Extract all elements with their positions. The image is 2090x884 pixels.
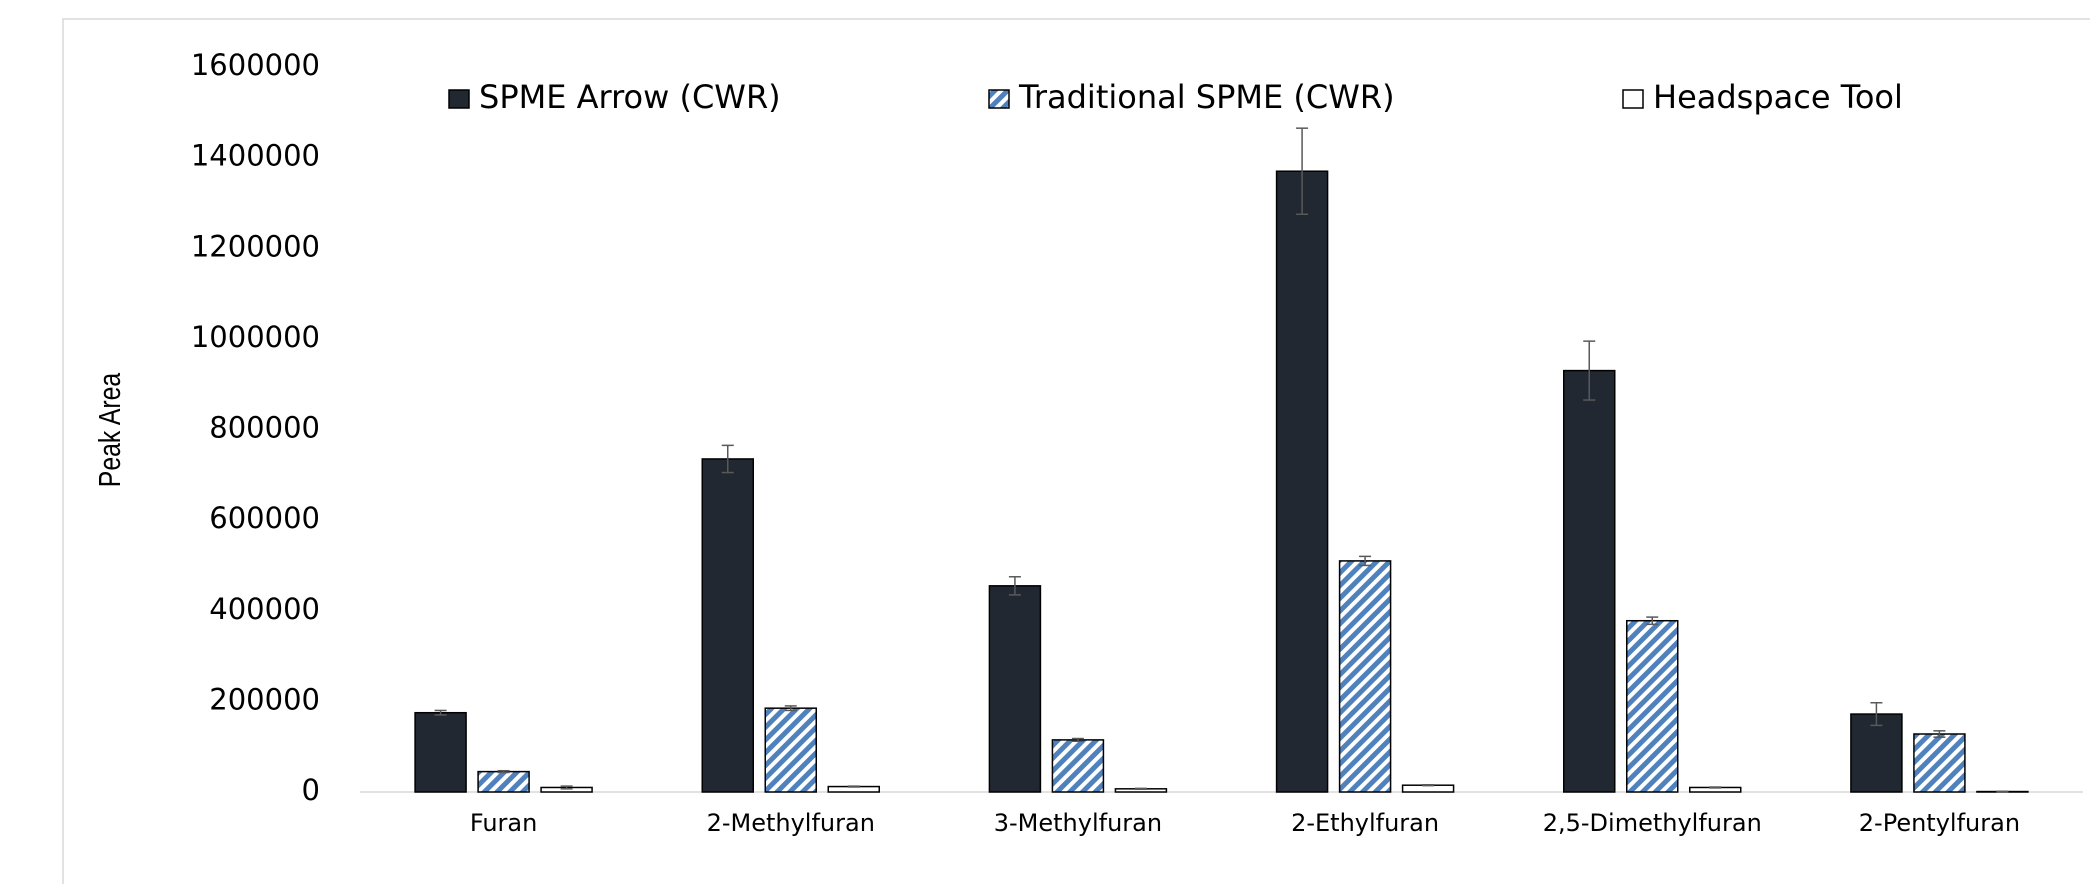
legend-label: SPME Arrow (CWR) [479,78,781,116]
x-tick-label: 2-Pentylfuran [1859,809,2020,837]
legend-label: Headspace Tool [1653,78,1903,116]
x-tick-label: 2-Methylfuran [707,809,875,837]
error-bar [847,785,860,788]
y-tick-label: 1600000 [191,48,320,82]
legend-swatch [448,89,470,109]
error-bar [1870,701,1883,727]
legend-label: Traditional SPME (CWR) [1018,78,1395,116]
bar [701,458,754,793]
error-bar [1071,737,1084,742]
y-tick-label: 1200000 [191,229,320,263]
bar [764,707,817,793]
bar [1913,733,1966,793]
error-bar [721,444,734,474]
bar [1051,739,1105,793]
error-bar [1709,786,1722,789]
chart-frame [62,18,2090,884]
legend-swatch [1622,89,1644,109]
error-bar [434,709,447,716]
y-tick-label: 0 [302,773,320,807]
bar [414,711,467,793]
error-bar [497,769,510,774]
bar [1275,170,1329,793]
x-tick-label: 2-Ethylfuran [1291,809,1439,837]
error-bar [1933,730,1946,738]
y-tick-label: 400000 [209,592,320,626]
x-tick-label: 2,5-Dimethylfuran [1543,809,1762,837]
error-bar [1296,127,1309,216]
legend-swatch [988,89,1010,109]
y-tick-label: 200000 [209,682,320,716]
bar [1338,560,1392,793]
error-bar [1422,784,1435,787]
bar [1563,369,1616,793]
bar [988,585,1042,793]
error-bar [1646,616,1659,626]
y-tick-label: 600000 [209,501,320,535]
error-bar [1583,340,1596,401]
error-bar [1359,555,1372,567]
y-tick-label: 800000 [209,411,320,445]
bar [477,770,530,793]
y-tick-label: 1400000 [191,139,320,173]
bar [1850,713,1903,793]
error-bar [560,785,573,790]
y-axis-title: Peak Area [93,372,127,487]
x-tick-label: Furan [470,809,538,837]
bar [1626,619,1679,793]
error-bar [1134,787,1147,791]
error-bar [784,705,797,712]
y-tick-label: 1000000 [191,320,320,354]
error-bar [1008,576,1021,596]
x-tick-label: 3-Methylfuran [994,809,1162,837]
